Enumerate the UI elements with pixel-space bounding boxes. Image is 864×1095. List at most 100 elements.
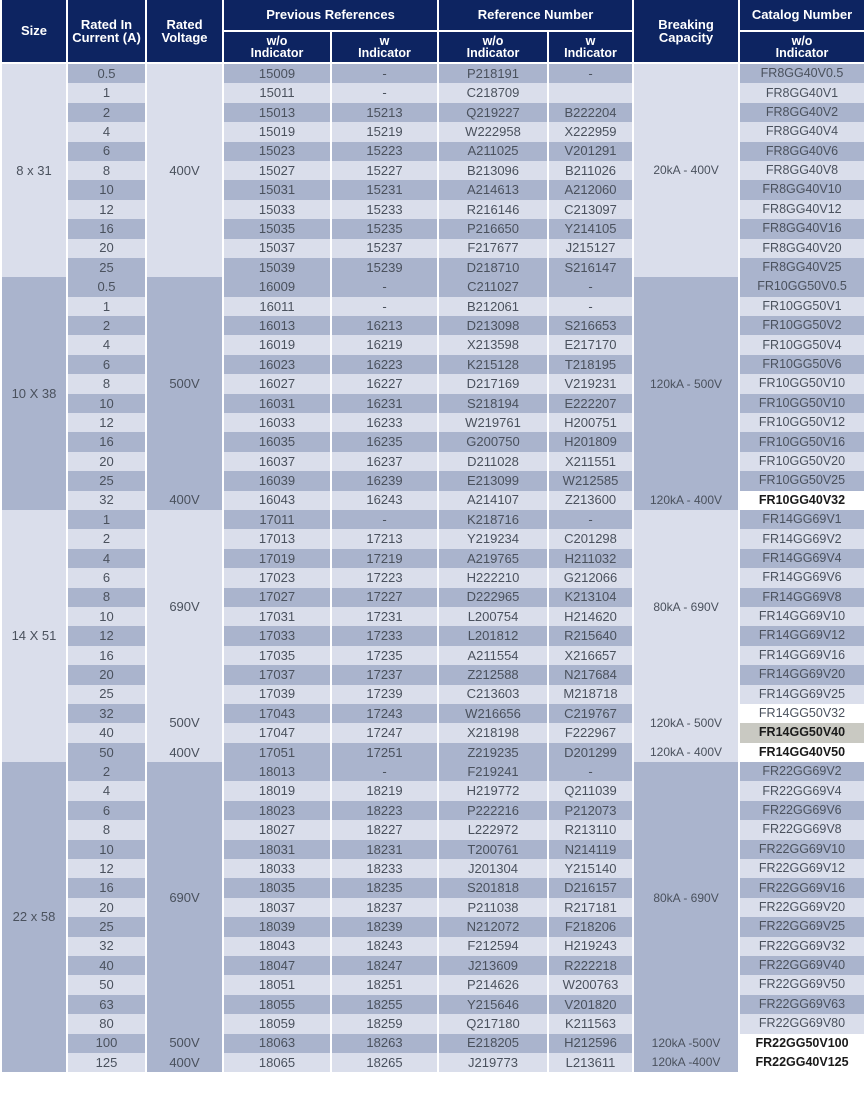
ref-number-wo-indicator-cell: A214107 bbox=[437, 490, 549, 510]
catalog-wo-indicator-cell: FR22GG69V10 bbox=[738, 839, 864, 860]
ref-number-wo-indicator-cell: C218709 bbox=[437, 83, 549, 103]
header-rated-current-line1: Rated In bbox=[80, 17, 133, 32]
catalog-wo-indicator-cell: FR8GG40V1 bbox=[738, 83, 864, 103]
table-row: 201803718237P211038R217181FR22GG69V20FR2… bbox=[1, 897, 864, 918]
table-row: 101803118231T200761N214119FR22GG69V10FR2… bbox=[1, 839, 864, 860]
rated-current-cell: 4 bbox=[66, 335, 147, 355]
breaking-capacity-cell: 120kA - 400V bbox=[632, 742, 741, 763]
rated-current-cell: 12 bbox=[66, 859, 147, 879]
table-row: 161603516235G200750H201809FR10GG50V16FR1… bbox=[1, 432, 864, 452]
rated-current-cell: 20 bbox=[66, 665, 147, 685]
table-row: 10 X 38 0.5 500V 16009- C211027-120kA - 500V… bbox=[0, 277, 864, 510]
catalog-wo-indicator-cell: FR14GG69V1 bbox=[738, 509, 864, 530]
prev-ref-wo-indicator-cell: 16037 bbox=[222, 451, 332, 472]
prev-ref-w-indicator-cell: 17223 bbox=[330, 568, 439, 588]
prev-ref-w-indicator-cell: 18263 bbox=[330, 1033, 439, 1053]
rated-current-cell: 10 bbox=[66, 393, 147, 414]
breaking-capacity-cell: 120kA -500V bbox=[632, 1033, 741, 1053]
catalog-wo-indicator-cell: FR22GG69V20 bbox=[738, 897, 864, 918]
prev-ref-w-indicator-cell: 17233 bbox=[330, 626, 439, 646]
ref-number-w-indicator-cell: F218206 bbox=[546, 917, 635, 937]
rated-current-cell: 1 bbox=[66, 83, 147, 103]
header-breaking-capacity: Breaking Capacity bbox=[632, 0, 741, 64]
prev-ref-wo-indicator-cell: 16009 bbox=[222, 277, 332, 297]
rated-current-cell: 0.5 bbox=[66, 63, 147, 84]
rated-current-cell: 6 bbox=[66, 800, 147, 821]
prev-ref-wo-indicator-cell: 15009 bbox=[222, 63, 332, 84]
ref-number-wo-indicator-cell: X218198 bbox=[437, 723, 549, 743]
prev-ref-w-indicator-cell: 18265 bbox=[330, 1052, 439, 1073]
table-row: 251603916239E213099W212585FR10GG50V25FR1… bbox=[1, 471, 864, 491]
prev-ref-wo-indicator-cell: 18063 bbox=[222, 1033, 332, 1053]
prev-ref-w-indicator-cell: 15219 bbox=[330, 122, 439, 142]
rated-current-cell: 50 bbox=[66, 975, 147, 995]
ref-number-w-indicator-cell: B211026 bbox=[546, 160, 635, 181]
prev-ref-wo-indicator-cell: 15033 bbox=[222, 199, 332, 220]
rated-current-cell: 20 bbox=[66, 238, 147, 258]
table-row: 121603316233W219761H200751FR10GG50V12FR1… bbox=[1, 413, 864, 433]
header-ref-wo-line2: Indicator bbox=[466, 46, 520, 60]
header-rated-current: Rated In Current (A) bbox=[66, 0, 147, 64]
prev-ref-w-indicator-cell: 18259 bbox=[330, 1014, 439, 1034]
table-header: Size Rated In Current (A) Rated Voltage … bbox=[0, 0, 864, 64]
catalog-wo-indicator-cell: FR14GG69V8 bbox=[738, 587, 864, 607]
prev-ref-wo-indicator-cell: 15013 bbox=[222, 102, 332, 123]
prev-ref-wo-indicator-cell: 17013 bbox=[222, 529, 332, 549]
ref-number-w-indicator-cell: H201809 bbox=[546, 432, 635, 452]
prev-ref-wo-indicator-cell: 16033 bbox=[222, 413, 332, 433]
prev-ref-wo-indicator-cell: 18059 bbox=[222, 1014, 332, 1034]
table-row: 161803518235S201818D216157FR22GG69V16FR2… bbox=[1, 878, 864, 898]
prev-ref-wo-indicator-cell: 16011 bbox=[222, 296, 332, 317]
prev-ref-w-indicator-cell: 15235 bbox=[330, 219, 439, 239]
ref-number-w-indicator-cell: D201299 bbox=[546, 742, 635, 763]
table-row: 61702317223H222210G212066FR14GG69V6FR14G… bbox=[1, 568, 864, 588]
ref-number-wo-indicator-cell: E213099 bbox=[437, 471, 549, 491]
prev-ref-w-indicator-cell: - bbox=[330, 83, 439, 103]
table-row: 41701917219A219765H211032FR14GG69V4FR14G… bbox=[1, 548, 864, 569]
ref-number-w-indicator-cell: W200763 bbox=[546, 975, 635, 995]
rated-voltage-cell: 690V bbox=[145, 509, 224, 704]
ref-number-w-indicator-cell: C219767 bbox=[546, 703, 635, 724]
rated-current-cell: 1 bbox=[66, 296, 147, 317]
ref-number-wo-indicator-cell: J219773 bbox=[437, 1052, 549, 1073]
prev-ref-wo-indicator-cell: 17047 bbox=[222, 723, 332, 743]
rated-current-cell: 1 bbox=[66, 509, 147, 530]
rated-current-cell: 25 bbox=[66, 917, 147, 937]
ref-number-w-indicator-cell: J215127 bbox=[546, 238, 635, 258]
ref-number-w-indicator-cell: - bbox=[546, 509, 635, 530]
table-row: 21601316213D213098S216653FR10GG50V2FR10G… bbox=[1, 316, 864, 336]
header-prev-wo-line1: w/o bbox=[266, 33, 288, 48]
breaking-capacity-cell: 80kA - 690V bbox=[632, 509, 741, 704]
header-prev-wo-line2: Indicator bbox=[250, 46, 304, 60]
prev-ref-w-indicator-cell: 17251 bbox=[330, 742, 439, 763]
prev-ref-wo-indicator-cell: 17027 bbox=[222, 587, 332, 607]
size-cell: 10 X 38 bbox=[0, 277, 68, 510]
ref-number-w-indicator-cell: H219243 bbox=[546, 936, 635, 956]
catalog-wo-indicator-cell: FR8GG40V8 bbox=[738, 160, 864, 181]
prev-ref-wo-indicator-cell: 16043 bbox=[222, 490, 332, 510]
prev-ref-w-indicator-cell: 17243 bbox=[330, 703, 439, 724]
prev-ref-w-indicator-cell: - bbox=[330, 277, 439, 297]
ref-number-wo-indicator-cell: P218191 bbox=[437, 63, 549, 84]
rated-voltage-cell: 400V bbox=[145, 490, 224, 510]
prev-ref-w-indicator-cell: - bbox=[330, 296, 439, 317]
catalog-wo-indicator-cell: FR10GG50V10 bbox=[738, 393, 864, 414]
table-row: 41501915219W222958X222959FR8GG40V4FR8GG4… bbox=[1, 122, 864, 142]
header-prev-wo-indicator: w/o Indicator bbox=[222, 31, 332, 64]
prev-ref-wo-indicator-cell: 18047 bbox=[222, 955, 332, 976]
ref-number-w-indicator-cell: F222967 bbox=[546, 723, 635, 743]
ref-number-w-indicator-cell: E217170 bbox=[546, 335, 635, 355]
ref-number-wo-indicator-cell: F217677 bbox=[437, 238, 549, 258]
ref-number-wo-indicator-cell: F212594 bbox=[437, 936, 549, 956]
ref-number-wo-indicator-cell: L200754 bbox=[437, 606, 549, 627]
catalog-wo-indicator-cell: FR22GG69V6 bbox=[738, 800, 864, 821]
ref-number-w-indicator-cell: G212066 bbox=[546, 568, 635, 588]
catalog-wo-indicator-cell: FR14GG69V12 bbox=[738, 626, 864, 646]
prev-ref-w-indicator-cell: 18239 bbox=[330, 917, 439, 937]
catalog-wo-indicator-cell: FR10GG50V4 bbox=[738, 335, 864, 355]
rated-current-cell: 12 bbox=[66, 413, 147, 433]
rated-current-cell: 8 bbox=[66, 820, 147, 840]
catalog-wo-indicator-cell: FR10GG50V25 bbox=[738, 471, 864, 491]
header-cat-wo-line1: w/o bbox=[791, 33, 813, 48]
ref-number-w-indicator-cell: X216657 bbox=[546, 645, 635, 666]
